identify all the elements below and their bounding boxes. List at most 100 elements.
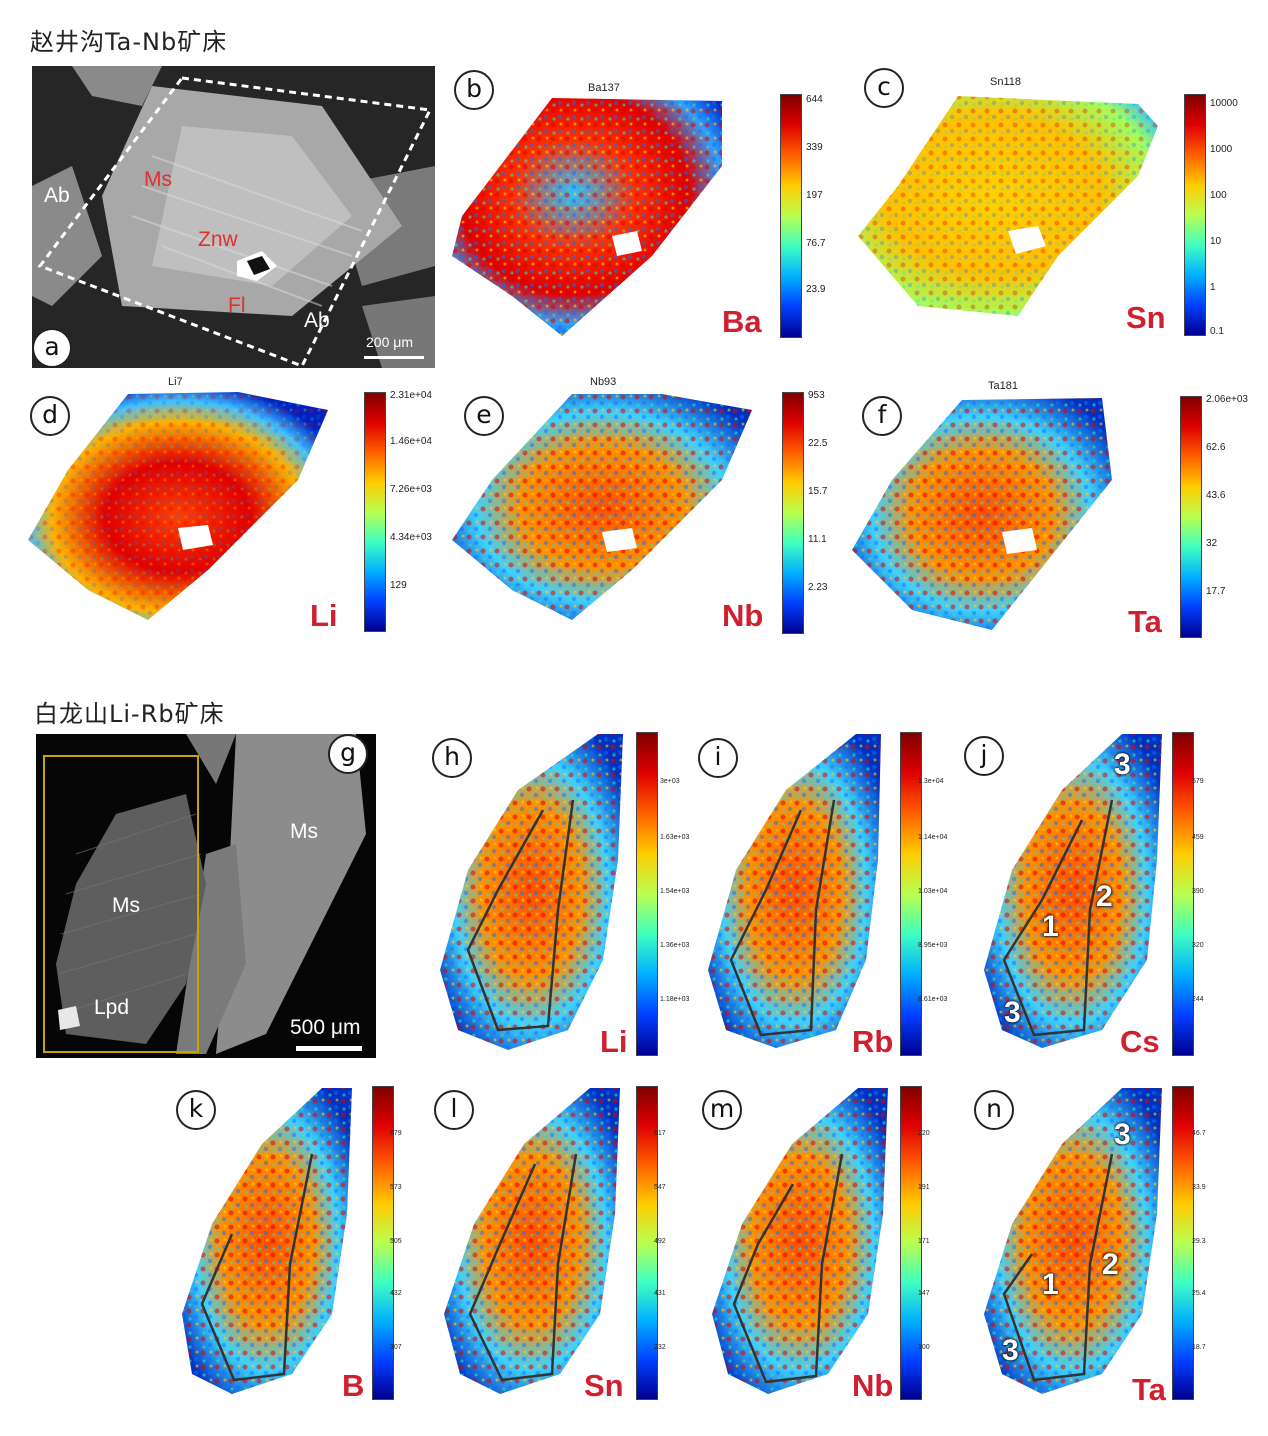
map-title-sn: Sn118	[990, 76, 1021, 88]
label-ms-left: Ms	[112, 894, 140, 917]
k-map	[182, 1088, 352, 1394]
h-map	[440, 734, 623, 1050]
cbar-tick-j-4: 244	[1192, 996, 1204, 1003]
panel-c-sn-map: Sn118 c 10000 1000 100 10 1 0.1 Sn	[858, 66, 1258, 346]
ba-map	[452, 98, 722, 336]
sn-map	[858, 96, 1158, 316]
zone-label-j-2: 2	[1096, 880, 1113, 913]
element-label-m: Nb	[852, 1368, 894, 1403]
panel-letter-b: b	[454, 70, 494, 110]
scale-bar-g	[296, 1046, 362, 1051]
colorbar-sn	[1184, 94, 1206, 336]
cbar-tick-nb-3: 11.1	[808, 534, 827, 545]
bse-image-a	[32, 66, 435, 368]
panel-g-bse-image: Ms Ms Lpd 500 μm g	[36, 734, 376, 1058]
colorbar-j	[1172, 732, 1194, 1056]
panel-i-rb-map: i 1.3e+04 1.14e+04 1.03e+04 8.95e+03 8.6…	[696, 730, 961, 1060]
i-map	[708, 734, 881, 1048]
cbar-tick-k-0: 679	[390, 1130, 402, 1137]
cbar-tick-l-3: 431	[654, 1290, 666, 1297]
panel-b-ba-map: Ba137 b 644 339 197 76.7 23.9 Ba	[452, 66, 842, 346]
panel-letter-l: l	[434, 1090, 474, 1130]
colorbar-n	[1172, 1086, 1194, 1400]
cbar-tick-nb-0: 953	[808, 390, 825, 401]
element-label-sn: Sn	[1126, 300, 1166, 335]
cbar-tick-n-3: 25.4	[1192, 1290, 1206, 1297]
cbar-tick-m-4: 100	[918, 1344, 930, 1351]
panel-k-b-map: k 679 573 505 432 307 B	[172, 1084, 430, 1404]
colorbar-nb	[782, 392, 804, 634]
cbar-tick-k-3: 432	[390, 1290, 402, 1297]
cbar-tick-nb-4: 2.23	[808, 582, 828, 593]
panel-letter-e: e	[464, 396, 504, 436]
panel-a-bse-image: Ab Ab Ms Znw Fl 200 μm a	[32, 66, 435, 368]
zone-label-n-2: 2	[1102, 1248, 1119, 1281]
panel-letter-j: j	[964, 736, 1004, 776]
element-label-ba: Ba	[722, 304, 762, 339]
cbar-tick-n-2: 29.3	[1192, 1238, 1206, 1245]
section-title-bailongshan: 白龙山Li-Rb矿床	[34, 700, 225, 728]
colorbar-l	[636, 1086, 658, 1400]
cbar-tick-i-1: 1.14e+04	[918, 834, 948, 841]
panel-l-sn-map: l 617 547 492 431 232 Sn	[430, 1084, 692, 1404]
panel-d-li-map: Li7 d 2.31e+04 1.46e+04 7.26e+03 4.34e+0…	[28, 376, 438, 640]
nb-map	[452, 394, 752, 620]
cbar-tick-ta-2: 43.6	[1206, 490, 1226, 501]
map-title-ta: Ta181	[988, 380, 1018, 392]
map-title-li: Li7	[168, 376, 183, 388]
cbar-tick-li-4: 129	[390, 580, 407, 591]
cbar-tick-j-3: 320	[1192, 942, 1204, 949]
panel-letter-g: g	[328, 734, 368, 774]
cbar-tick-n-4: 18.7	[1192, 1344, 1206, 1351]
label-znw: Znw	[198, 228, 238, 251]
panel-letter-c: c	[864, 68, 904, 108]
cbar-tick-ta-3: 32	[1206, 538, 1218, 549]
panel-m-nb-map: m 220 191 171 147 100 Nb	[698, 1084, 960, 1404]
label-ms: Ms	[144, 168, 172, 191]
ta-map	[852, 398, 1112, 630]
cbar-tick-li-0: 2.31e+04	[390, 390, 432, 401]
element-label-h: Li	[600, 1024, 628, 1059]
zone-label-j-1: 1	[1042, 910, 1059, 943]
label-lpd: Lpd	[94, 996, 130, 1019]
colorbar-i	[900, 732, 922, 1056]
panel-letter-n: n	[974, 1090, 1014, 1130]
cbar-tick-l-0: 617	[654, 1130, 666, 1137]
cbar-tick-ba-1: 339	[806, 142, 823, 153]
panel-letter-i: i	[698, 738, 738, 778]
element-label-ta: Ta	[1128, 604, 1162, 639]
colorbar-li	[364, 392, 386, 632]
cbar-tick-ta-4: 17.7	[1206, 586, 1226, 597]
panel-letter-d: d	[30, 396, 70, 436]
panel-letter-f: f	[862, 396, 902, 436]
li-map	[28, 392, 328, 620]
yellow-frame	[43, 755, 199, 1053]
panel-f-ta-map: Ta181 f 2.06e+03 62.6 43.6 32 17.7 Ta	[852, 380, 1258, 646]
cbar-tick-i-0: 1.3e+04	[918, 778, 944, 785]
zone-label-n-0: 3	[1114, 1118, 1131, 1151]
zone-label-j-3: 3	[1004, 996, 1021, 1029]
section-title-zhaojinggou: 赵井沟Ta-Nb矿床	[30, 28, 228, 56]
cbar-tick-l-2: 492	[654, 1238, 666, 1245]
cbar-tick-li-2: 7.26e+03	[390, 484, 432, 495]
cbar-tick-sn-4: 1	[1210, 282, 1216, 293]
element-label-j: Cs	[1120, 1024, 1160, 1059]
colorbar-m	[900, 1086, 922, 1400]
zone-label-n-1: 1	[1042, 1268, 1059, 1301]
cbar-tick-k-4: 307	[390, 1344, 402, 1351]
element-label-k: B	[342, 1368, 365, 1403]
map-title-nb: Nb93	[590, 376, 617, 388]
cbar-tick-ba-2: 197	[806, 190, 823, 201]
l-map	[444, 1088, 620, 1394]
label-ms-right: Ms	[290, 820, 318, 843]
label-ab-left: Ab	[44, 184, 70, 207]
cbar-tick-sn-3: 10	[1210, 236, 1222, 247]
bse-image-g	[36, 734, 376, 1058]
cbar-tick-l-4: 232	[654, 1344, 666, 1351]
panel-letter-a: a	[32, 328, 72, 368]
cbar-tick-m-3: 147	[918, 1290, 930, 1297]
element-label-li: Li	[310, 598, 338, 633]
cbar-tick-j-1: 459	[1192, 834, 1204, 841]
cbar-tick-ba-0: 644	[806, 94, 823, 105]
panel-n-ta-map: n 3 1 2 3 46.7 33.9 29.3 25.4 18.7 Ta	[962, 1084, 1258, 1407]
